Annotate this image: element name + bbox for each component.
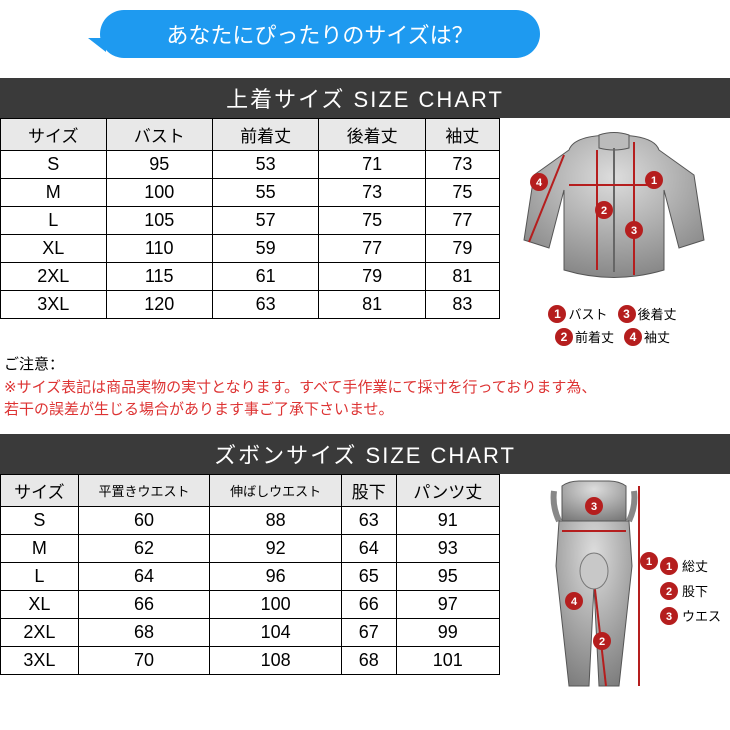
note-label: ご注意： <box>4 356 64 373</box>
table-row: XL110597779 <box>1 235 500 263</box>
bubble-text: あなたにぴったりのサイズは？ <box>166 18 473 50</box>
legend-item: 4袖丈 <box>624 327 670 346</box>
table-row: 2XL115617981 <box>1 263 500 291</box>
legend-item: 2前着丈 <box>555 327 614 346</box>
svg-text:総丈: 総丈 <box>682 559 708 574</box>
svg-text:3: 3 <box>631 225 637 237</box>
svg-text:4: 4 <box>571 596 578 608</box>
bottoms-table: サイズ 平置きウエスト 伸ばしウエスト 股下 パンツ丈 S60886391 M6… <box>0 474 500 675</box>
col-header: 袖丈 <box>425 119 499 151</box>
svg-text:2: 2 <box>601 205 607 217</box>
table-row: M62926493 <box>1 534 500 562</box>
table-row: S95537173 <box>1 151 500 179</box>
col-header: 伸ばしウエスト <box>210 474 342 506</box>
tops-legend: 2前着丈 4袖丈 <box>504 327 721 346</box>
svg-text:2: 2 <box>666 586 672 598</box>
table-row: 2XL681046799 <box>1 618 500 646</box>
col-header: バスト <box>106 119 212 151</box>
svg-text:4: 4 <box>536 177 543 189</box>
svg-text:股下: 股下 <box>682 584 708 599</box>
tops-chart-wrap: サイズ バスト 前着丈 後着丈 袖丈 S95537173 M100557375 … <box>0 118 730 348</box>
col-header: 平置きウエスト <box>78 474 210 506</box>
col-header: パンツ丈 <box>396 474 499 506</box>
svg-text:1: 1 <box>646 556 652 568</box>
bottoms-chart-wrap: サイズ 平置きウエスト 伸ばしウエスト 股下 パンツ丈 S60886391 M6… <box>0 474 730 698</box>
col-header: 股下 <box>341 474 396 506</box>
svg-text:1: 1 <box>651 175 657 187</box>
bottoms-diagram: 3 1 4 2 1 総丈 2 股下 3 ウエスト <box>500 474 725 698</box>
svg-text:3: 3 <box>666 611 672 623</box>
tops-header: 上着サイズ SIZE CHART <box>0 78 730 118</box>
col-header: サイズ <box>1 474 79 506</box>
speech-bubble: あなたにぴったりのサイズは？ <box>100 10 540 58</box>
table-row: サイズ 平置きウエスト 伸ばしウエスト 股下 パンツ丈 <box>1 474 500 506</box>
table-row: 3XL120638183 <box>1 291 500 319</box>
note-line: ※サイズ表記は商品実物の実寸となります。すべて手作業にて採寸を行っております為、 <box>4 379 596 396</box>
table-row: サイズ バスト 前着丈 後着丈 袖丈 <box>1 119 500 151</box>
pants-icon: 3 1 4 2 1 総丈 2 股下 3 ウエスト <box>504 476 724 696</box>
col-header: 前着丈 <box>212 119 318 151</box>
table-row: 3XL7010868101 <box>1 646 500 674</box>
table-row: L105577577 <box>1 207 500 235</box>
table-row: S60886391 <box>1 506 500 534</box>
note-line: 若干の誤差が生じる場合があります事ご了承下さいませ。 <box>4 401 394 418</box>
tops-diagram: 1 2 3 4 1バスト 3後着丈 2前着丈 4袖丈 <box>500 118 725 348</box>
table-row: M100557375 <box>1 179 500 207</box>
note-block: ご注意： ※サイズ表記は商品実物の実寸となります。すべて手作業にて採寸を行ってお… <box>0 348 730 434</box>
svg-text:3: 3 <box>591 501 597 513</box>
jacket-icon: 1 2 3 4 <box>504 120 724 300</box>
col-header: 後着丈 <box>319 119 425 151</box>
svg-text:1: 1 <box>666 561 672 573</box>
table-row: XL661006697 <box>1 590 500 618</box>
svg-text:2: 2 <box>599 636 605 648</box>
tops-table: サイズ バスト 前着丈 後着丈 袖丈 S95537173 M100557375 … <box>0 118 500 319</box>
legend-item: 3後着丈 <box>618 304 677 323</box>
col-header: サイズ <box>1 119 107 151</box>
table-row: L64966595 <box>1 562 500 590</box>
tops-legend: 1バスト 3後着丈 <box>504 304 721 323</box>
legend-item: 1バスト <box>548 304 607 323</box>
bottoms-header: ズボンサイズ SIZE CHART <box>0 434 730 474</box>
svg-text:ウエスト: ウエスト <box>682 609 724 624</box>
